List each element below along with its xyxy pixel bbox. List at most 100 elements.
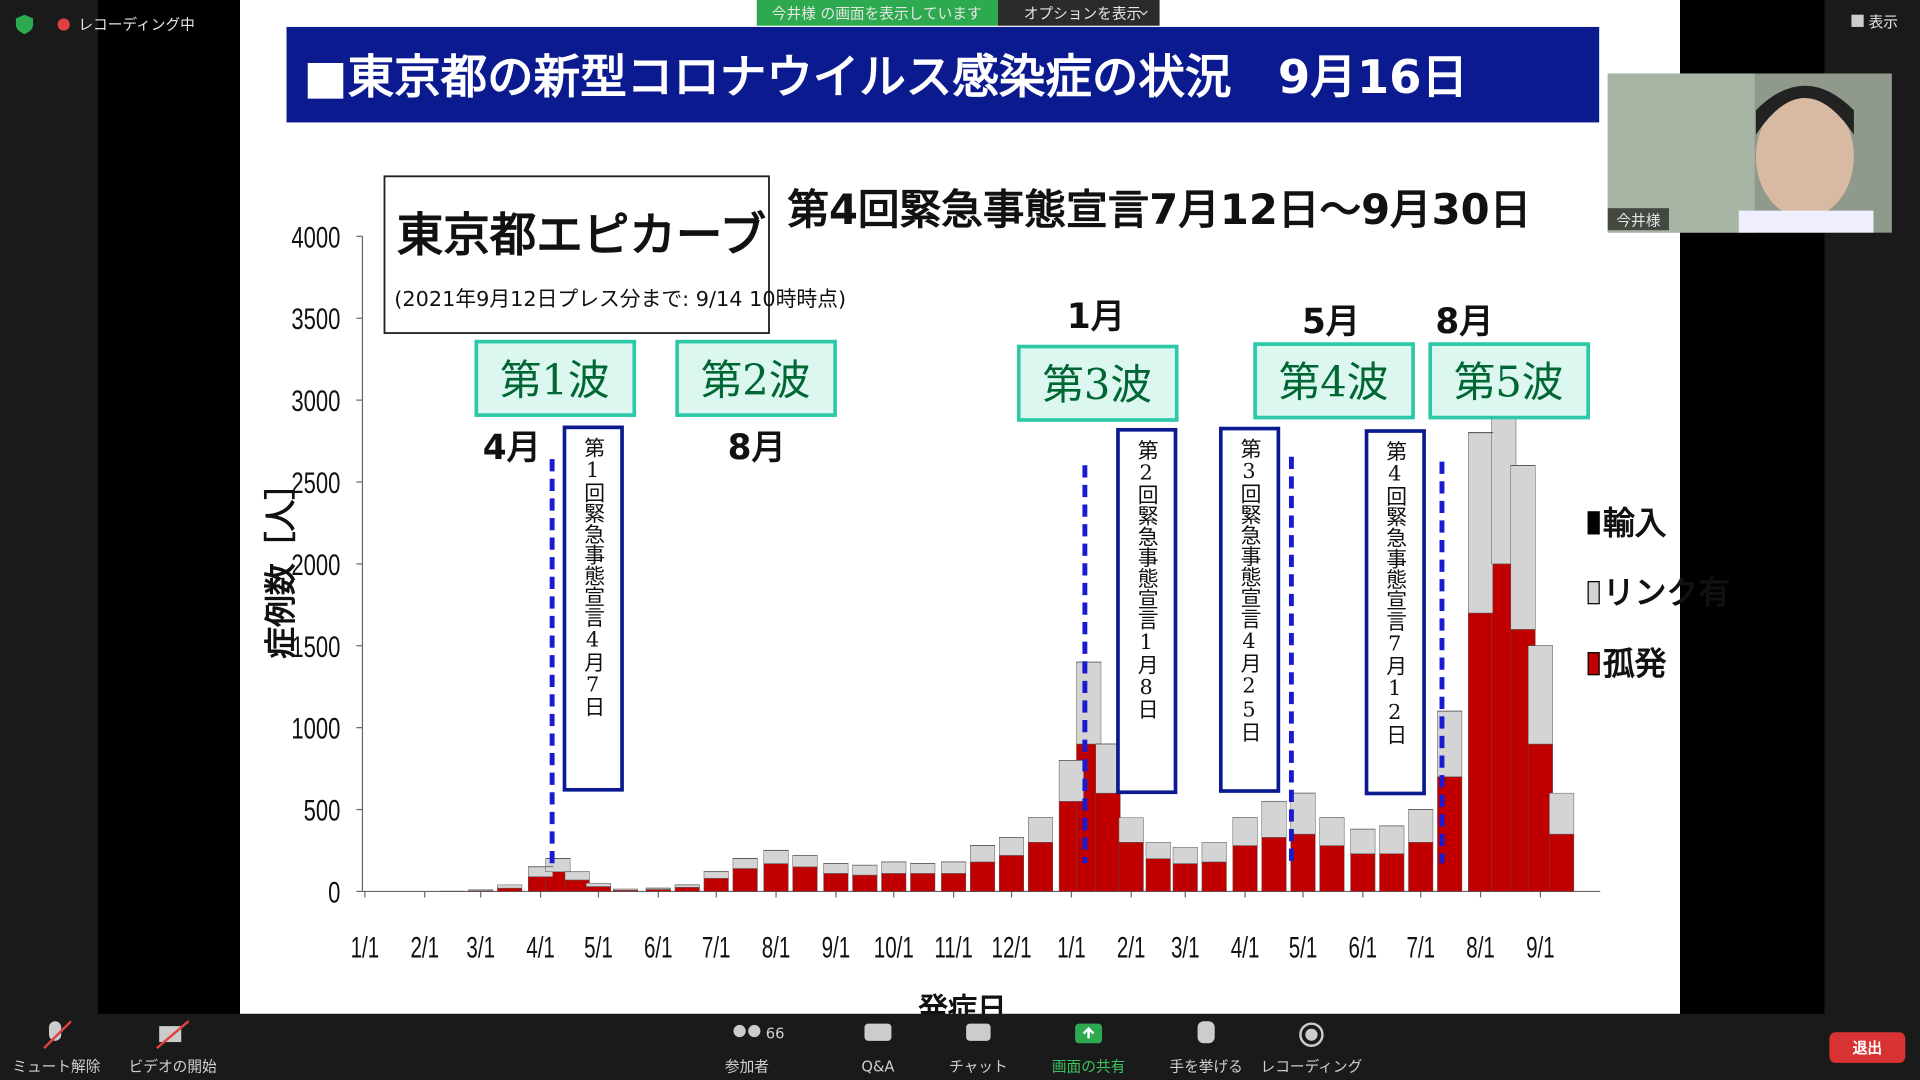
record-label[interactable]: レコーディング xyxy=(1261,1057,1363,1075)
wave-box xyxy=(474,339,637,417)
bar-segment xyxy=(1027,817,1053,843)
y-tick-label: 4000 xyxy=(291,220,340,254)
options-button[interactable] xyxy=(997,0,1160,26)
leave-label[interactable]: 退出 xyxy=(1853,1039,1882,1057)
x-tick-label: 1/1 xyxy=(351,932,380,964)
y-tick-label: 2500 xyxy=(291,466,340,500)
raise-hand-label[interactable]: 手を挙げる xyxy=(1169,1058,1242,1075)
bar-segment xyxy=(1379,825,1405,855)
headline: 第4回緊急事態宣言7月12日～9月30日 xyxy=(787,185,1531,234)
x-tick-label: 6/1 xyxy=(1349,932,1378,964)
bar-segment xyxy=(1319,845,1345,892)
bar-segment xyxy=(732,858,758,869)
x-tick-label: 9/1 xyxy=(822,932,851,964)
person-shirt xyxy=(1738,210,1874,233)
bar-segment xyxy=(1527,645,1553,745)
video-label[interactable]: ビデオの開始 xyxy=(129,1057,217,1075)
leave-button[interactable] xyxy=(1829,1032,1906,1063)
share-arrow xyxy=(1082,1026,1095,1039)
options-label[interactable]: オプションを表示 xyxy=(1024,5,1142,22)
sharing-banner xyxy=(756,0,998,26)
y-axis-label: 症例数［人］ xyxy=(261,468,299,659)
bar-segment xyxy=(1379,853,1405,892)
bar-segment xyxy=(763,863,789,892)
mute-label[interactable]: ミュート解除 xyxy=(12,1058,100,1075)
qa-label[interactable]: Q&A xyxy=(861,1058,894,1075)
wave-month: 4月 xyxy=(483,428,541,468)
legend-swatch xyxy=(1587,511,1600,535)
bar-segment xyxy=(1549,833,1575,892)
raise-hand-button[interactable]: 手を挙げる xyxy=(1169,1021,1243,1075)
wave-month: 5月 xyxy=(1302,302,1360,342)
x-tick-label: 9/1 xyxy=(1526,932,1555,964)
bar-segment xyxy=(1201,861,1227,892)
bar-segment xyxy=(852,864,878,876)
bar-segment xyxy=(1408,842,1434,892)
bar-segment xyxy=(1027,842,1053,892)
share-button[interactable]: 画面の共有 xyxy=(1052,1023,1125,1076)
x-tick-label: 6/1 xyxy=(644,932,673,964)
bar-segment xyxy=(1261,837,1287,892)
bar-segment xyxy=(1145,842,1171,859)
declaration-box xyxy=(1218,426,1281,793)
bar-segment xyxy=(1118,842,1144,892)
wave-label: 第3波 xyxy=(1042,360,1152,409)
bar-segment xyxy=(1408,809,1434,843)
share-label[interactable]: 画面の共有 xyxy=(1052,1058,1125,1075)
view-button[interactable]: 表示 xyxy=(1869,14,1898,31)
view-icon[interactable] xyxy=(1851,14,1864,27)
bar-segment xyxy=(497,887,523,892)
participants-label[interactable]: 参加者 xyxy=(725,1058,769,1075)
security-icon[interactable] xyxy=(15,14,34,35)
declaration-label: 第1回緊急事態宣言4月7日 xyxy=(581,437,605,717)
x-tick-label: 7/1 xyxy=(1406,932,1435,964)
record-button[interactable]: レコーディング xyxy=(1261,1022,1363,1076)
chat-icon xyxy=(966,1023,991,1041)
bar-segment xyxy=(1095,792,1121,892)
bar-segment xyxy=(1145,858,1171,892)
recording-status: レコーディング中 xyxy=(78,15,194,33)
declaration-box xyxy=(1364,429,1426,796)
bar-segment xyxy=(823,863,849,874)
bar-segment xyxy=(1232,845,1258,892)
bar-segment xyxy=(545,858,571,873)
record-dot xyxy=(1305,1028,1318,1041)
mute-button[interactable]: ミュート解除 xyxy=(12,1020,101,1075)
x-tick-label: 4/1 xyxy=(1231,932,1260,964)
bar-segment xyxy=(1172,863,1198,892)
bar-segment xyxy=(564,871,590,881)
bar-segment xyxy=(703,878,729,892)
bar-segment xyxy=(1076,661,1102,745)
wave-box xyxy=(1016,344,1179,422)
qa-icon xyxy=(864,1023,892,1041)
bar-segment xyxy=(763,850,789,864)
x-tick-label: 12/1 xyxy=(992,932,1032,964)
bar-segment xyxy=(1201,842,1227,863)
chat-label[interactable]: チャット xyxy=(949,1058,1008,1075)
bar-segment xyxy=(970,861,996,892)
person-hair xyxy=(1755,85,1854,135)
wave-box xyxy=(1253,342,1415,420)
bar-segment xyxy=(1350,828,1376,855)
qa-button[interactable]: Q&A xyxy=(861,1023,894,1076)
declaration-box xyxy=(1116,427,1178,795)
participants-button[interactable]: 66 参加者 xyxy=(725,1024,785,1076)
video-button[interactable]: ビデオの開始 xyxy=(129,1020,217,1075)
bar-segment xyxy=(1058,760,1084,802)
declaration-label: 第3回緊急事態宣言4月25日 xyxy=(1237,438,1261,742)
epi-chart: 0 500 1000 1500 2000 2500 3000 3500 4000 1/1 2/1 3/… xyxy=(261,220,1730,1026)
person xyxy=(1755,95,1854,218)
declaration-label: 第2回緊急事態宣言1月8日 xyxy=(1134,440,1158,720)
bar-segment xyxy=(999,855,1025,892)
bar-segment xyxy=(674,887,700,892)
x-tick-label: 2/1 xyxy=(1117,932,1146,964)
record-icon xyxy=(1299,1022,1324,1047)
bar-segment xyxy=(1527,743,1553,892)
bar-segment xyxy=(1172,846,1198,864)
bar-segment xyxy=(674,884,700,888)
x-tick-label: 3/1 xyxy=(1171,932,1200,964)
chat-button[interactable]: チャット xyxy=(949,1023,1008,1076)
title-bar xyxy=(286,26,1600,123)
legend-label: 輸入 xyxy=(1603,504,1667,542)
name-tag xyxy=(1607,208,1669,231)
